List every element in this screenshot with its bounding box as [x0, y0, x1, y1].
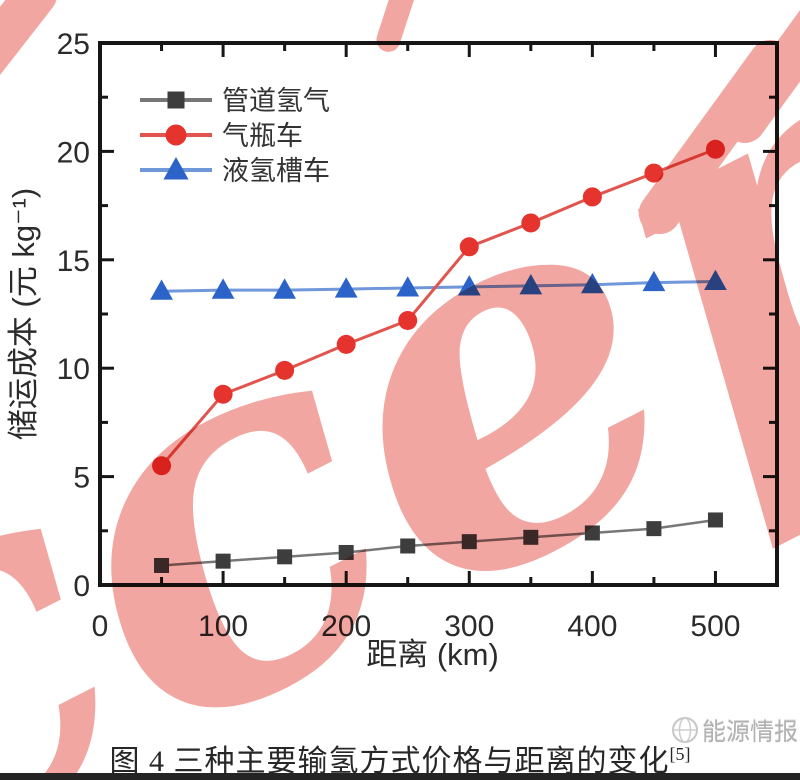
bottom-border-bar [0, 773, 800, 780]
series-tube-trailer-point [336, 334, 356, 354]
series-liquid-hydrogen-tanker-point [396, 276, 420, 297]
plot-border [98, 41, 779, 587]
series-pipeline-hydrogen-point [461, 534, 477, 550]
x-tick-label-0: 0 [92, 610, 109, 643]
series-tube-trailer-point [275, 360, 295, 380]
y-tick-label-25: 25 [57, 28, 90, 61]
series-liquid-hydrogen-tanker-point [273, 278, 297, 299]
figure-caption: 图 4 三种主要输氢方式价格与距离的变化[5] [0, 736, 800, 780]
series-liquid-hydrogen-tanker-point [642, 270, 666, 292]
x-tick-label-100: 100 [198, 610, 248, 643]
series-tube-trailer-point [705, 139, 725, 159]
legend-item-liquid-hydrogen-tanker: 液氢槽车 [140, 156, 330, 186]
caption-text: 图 4 三种主要输氢方式价格与距离的变化 [109, 745, 670, 778]
series-pipeline-hydrogen-point [584, 525, 600, 541]
series-pipeline-hydrogen-point [523, 529, 539, 545]
series-tube-trailer-point [213, 384, 233, 404]
series-tube-trailer-point [644, 163, 664, 183]
logo-text: 能源情报 [702, 720, 798, 746]
series-pipeline-hydrogen-line [161, 518, 716, 567]
series-liquid-hydrogen-tanker-point [211, 278, 235, 299]
y-tick-label-5: 5 [73, 462, 90, 495]
series-tube-trailer-point [152, 456, 172, 476]
series-liquid-hydrogen-tanker-point [704, 269, 727, 291]
series-pipeline-hydrogen [154, 512, 723, 573]
axis-ticks [98, 41, 779, 587]
series-pipeline-hydrogen-point [277, 549, 293, 565]
series-tube-trailer-point [398, 311, 418, 331]
series-tube-trailer-point [582, 187, 602, 207]
energy-intel-logo: 能源情报 [670, 712, 798, 747]
series-liquid-hydrogen-tanker [150, 269, 727, 300]
series-liquid-hydrogen-tanker-point [334, 277, 358, 298]
series-liquid-hydrogen-tanker-line [161, 279, 716, 293]
x-tick-label-300: 300 [444, 610, 494, 643]
legend-label-liquid-hydrogen-tanker: 液氢槽车 [222, 156, 330, 186]
x-tick-label-400: 400 [567, 610, 617, 643]
legend-marker-tube-trailer [165, 124, 187, 146]
legend-marker-liquid-hydrogen-tanker [163, 156, 189, 180]
series-pipeline-hydrogen-point [215, 553, 231, 569]
series-tube-trailer-line [160, 147, 716, 467]
line-chart: 0 100 200 300 400 500 0 5 10 15 20 25 距离 (km) 储运成本 (元… [6, 28, 779, 672]
y-axis-label: 储运成本 (元 kg⁻¹) [6, 188, 41, 440]
x-tick-label-200: 200 [321, 610, 371, 643]
series-liquid-hydrogen-tanker-point [519, 274, 543, 295]
y-tick-label-20: 20 [57, 136, 90, 169]
series-pipeline-hydrogen-point [154, 557, 170, 573]
y-tick-label-0: 0 [73, 570, 90, 603]
series-tube-trailer [152, 139, 725, 476]
y-tick-label-10: 10 [57, 353, 90, 386]
legend-label-pipeline-hydrogen: 管道氢气 [222, 86, 330, 116]
series-pipeline-hydrogen-point [338, 544, 354, 560]
legend-item-pipeline-hydrogen: 管道氢气 [140, 86, 330, 116]
x-axis-label: 距离 (km) [366, 637, 499, 672]
y-tick-label-15: 15 [57, 245, 90, 278]
series-liquid-hydrogen-tanker-point [457, 275, 481, 296]
legend-label-tube-trailer: 气瓶车 [222, 121, 303, 151]
series-pipeline-hydrogen-point [646, 521, 662, 537]
caption-citation: [5] [669, 744, 691, 764]
x-tick-label-500: 500 [690, 610, 740, 643]
globe-icon [672, 716, 698, 743]
series-pipeline-hydrogen-point [400, 538, 416, 554]
series-tube-trailer-point [459, 237, 479, 257]
series-tube-trailer-point [521, 213, 541, 233]
series-liquid-hydrogen-tanker-point [580, 272, 604, 294]
legend-item-tube-trailer: 气瓶车 [140, 121, 303, 151]
series-liquid-hydrogen-tanker-point [150, 279, 173, 300]
series-pipeline-hydrogen-point [707, 512, 723, 528]
legend-marker-pipeline-hydrogen [167, 91, 185, 109]
